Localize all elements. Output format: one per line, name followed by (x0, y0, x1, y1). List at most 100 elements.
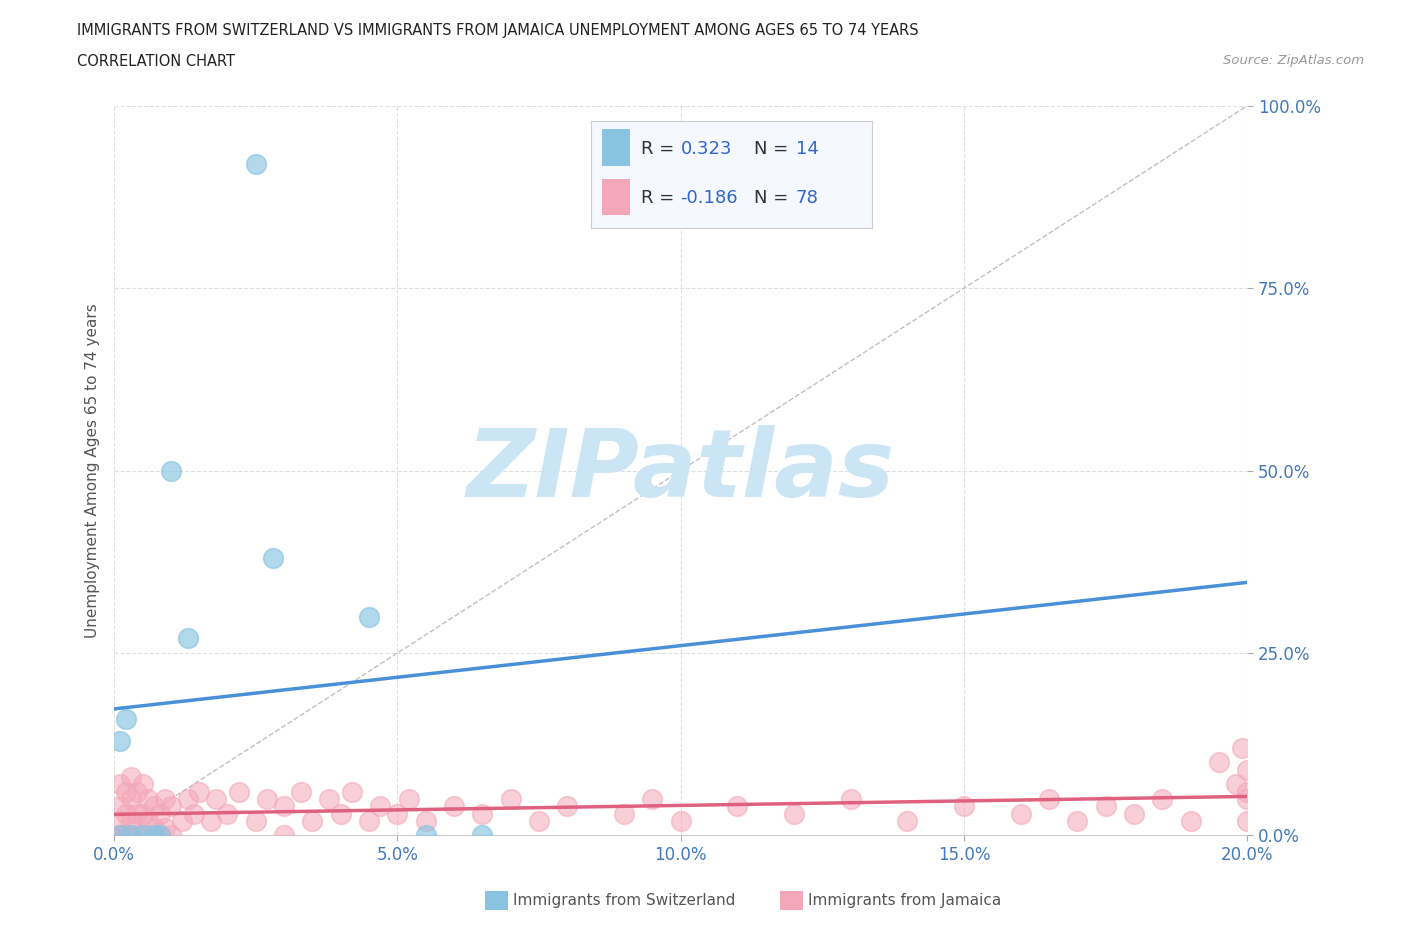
Point (108, 828, 131, 843)
Point (200, 814, 222, 829)
Point (114, 806, 136, 821)
Text: N =: N = (754, 140, 793, 158)
Text: Immigrants from Switzerland: Immigrants from Switzerland (513, 893, 735, 908)
Point (273, 828, 295, 843)
Point (301, 814, 323, 829)
Text: N =: N = (754, 189, 793, 206)
Point (153, 791, 176, 806)
Point (245, 156, 267, 171)
Point (131, 828, 153, 843)
Point (188, 784, 211, 799)
Text: Source: ZipAtlas.com: Source: ZipAtlas.com (1223, 54, 1364, 67)
Point (160, 799, 183, 814)
Point (527, 814, 550, 829)
Point (329, 806, 352, 821)
Point (641, 791, 664, 806)
Point (1010, 806, 1032, 821)
Point (471, 828, 494, 843)
Point (125, 806, 148, 821)
Point (131, 806, 153, 821)
Text: R =: R = (641, 189, 681, 206)
Point (142, 799, 165, 814)
Point (256, 791, 278, 806)
Point (183, 806, 205, 821)
Text: Immigrants from Jamaica: Immigrants from Jamaica (808, 893, 1001, 908)
Point (613, 806, 636, 821)
Point (1123, 806, 1146, 821)
Bar (602, 179, 630, 215)
Point (1066, 814, 1088, 829)
Point (131, 828, 153, 843)
Point (359, 609, 381, 624)
Point (1152, 791, 1174, 806)
Point (108, 828, 131, 843)
Point (318, 791, 340, 806)
Point (839, 791, 862, 806)
Point (136, 814, 159, 829)
Point (896, 814, 918, 829)
Point (499, 791, 522, 806)
Point (1180, 814, 1202, 829)
Point (160, 463, 183, 478)
Point (783, 806, 806, 821)
Point (142, 820, 165, 835)
Point (471, 806, 494, 821)
Text: 78: 78 (796, 189, 818, 206)
Point (217, 806, 239, 821)
Point (177, 631, 200, 645)
Point (290, 784, 312, 799)
Point (160, 828, 183, 843)
Point (398, 791, 420, 806)
Point (172, 814, 194, 829)
Y-axis label: Unemployment Among Ages 65 to 74 years: Unemployment Among Ages 65 to 74 years (86, 303, 100, 638)
Point (136, 828, 159, 843)
Point (114, 828, 136, 843)
Point (142, 828, 165, 843)
Point (108, 733, 131, 748)
Point (120, 770, 142, 785)
Point (415, 814, 437, 829)
Point (153, 820, 176, 835)
Point (953, 799, 976, 814)
Text: IMMIGRANTS FROM SWITZERLAND VS IMMIGRANTS FROM JAMAICA UNEMPLOYMENT AMONG AGES 6: IMMIGRANTS FROM SWITZERLAND VS IMMIGRANT… (77, 23, 920, 38)
Point (340, 784, 363, 799)
Text: R =: R = (641, 140, 681, 158)
Point (1094, 799, 1116, 814)
Point (1236, 784, 1258, 799)
Point (114, 784, 136, 799)
Point (228, 784, 250, 799)
Point (245, 814, 267, 829)
Point (148, 828, 170, 843)
Text: -0.186: -0.186 (681, 189, 738, 206)
Point (114, 711, 136, 726)
Bar (602, 129, 630, 166)
Point (725, 799, 748, 814)
Point (108, 814, 131, 829)
Point (359, 814, 381, 829)
Point (131, 777, 153, 791)
Point (148, 828, 170, 843)
Point (557, 799, 579, 814)
Text: CORRELATION CHART: CORRELATION CHART (77, 54, 235, 69)
Point (108, 828, 131, 843)
Point (136, 791, 159, 806)
Point (1236, 791, 1258, 806)
Text: 0.323: 0.323 (681, 140, 733, 158)
Point (125, 828, 148, 843)
Point (120, 828, 142, 843)
Point (120, 828, 142, 843)
Point (415, 828, 437, 843)
Point (120, 814, 142, 829)
Point (1208, 755, 1230, 770)
Point (262, 551, 284, 565)
Point (108, 777, 131, 791)
Point (1236, 763, 1258, 777)
Point (443, 799, 465, 814)
Text: 14: 14 (796, 140, 818, 158)
Text: ZIPatlas: ZIPatlas (467, 425, 894, 516)
Point (370, 799, 392, 814)
Point (387, 806, 409, 821)
Point (177, 791, 200, 806)
Point (148, 806, 170, 821)
Point (108, 799, 131, 814)
